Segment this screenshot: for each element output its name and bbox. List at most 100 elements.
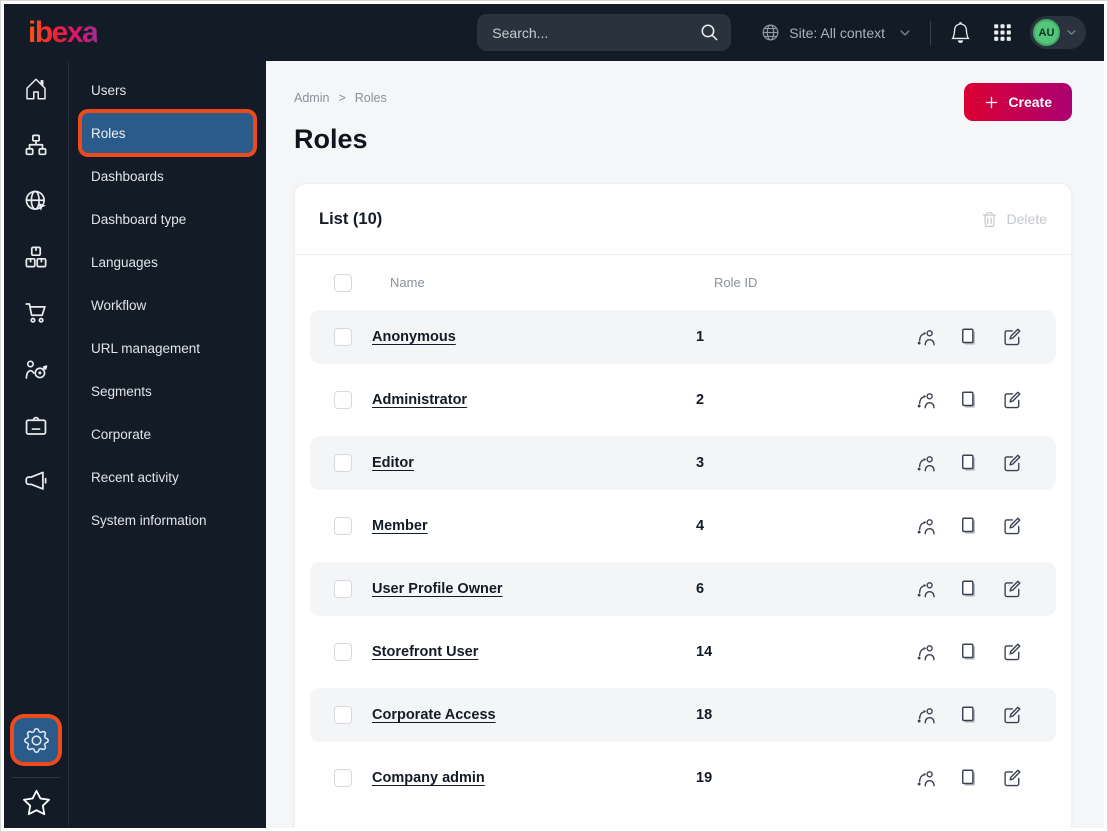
- row-checkbox[interactable]: [334, 706, 352, 724]
- role-link[interactable]: Storefront User: [372, 644, 479, 660]
- sidebar-item-corporate-badge-icon[interactable]: [24, 413, 48, 437]
- row-checkbox[interactable]: [334, 580, 352, 598]
- edit-icon[interactable]: [1002, 327, 1022, 347]
- table-row: Administrator 2: [310, 373, 1056, 427]
- edit-icon[interactable]: [1002, 390, 1022, 410]
- row-actions: [916, 516, 1022, 536]
- row-checkbox[interactable]: [334, 454, 352, 472]
- chevron-down-icon: [899, 27, 911, 39]
- table-body: Anonymous 1 Administrator 2: [295, 310, 1071, 805]
- main-header: Admin > Roles Create: [294, 83, 1072, 121]
- copy-icon[interactable]: [959, 453, 979, 473]
- copy-icon[interactable]: [959, 390, 979, 410]
- edit-icon[interactable]: [1002, 453, 1022, 473]
- copy-icon[interactable]: [959, 768, 979, 788]
- assign-users-icon[interactable]: [916, 579, 936, 599]
- sidebar-item-admin-settings-active[interactable]: [14, 718, 58, 762]
- role-link[interactable]: Company admin: [372, 770, 485, 786]
- sidebar-item-workflow[interactable]: Workflow: [91, 298, 147, 313]
- sidebar-item-system-information[interactable]: System information: [91, 513, 207, 528]
- table-row: Company admin 19: [310, 751, 1056, 805]
- create-button[interactable]: Create: [964, 83, 1072, 121]
- table-row: Corporate Access 18: [310, 688, 1056, 742]
- delete-button-label: Delete: [1006, 211, 1047, 227]
- site-context-selector[interactable]: Site: All context: [761, 23, 911, 42]
- sidebar-item-corporate[interactable]: Corporate: [91, 427, 152, 442]
- bookmarks-star-icon[interactable]: [23, 789, 50, 816]
- app-grid-icon[interactable]: [993, 23, 1012, 42]
- sidebar-item-dashboard-type[interactable]: Dashboard type: [91, 212, 187, 227]
- breadcrumb-item-admin[interactable]: Admin: [294, 91, 330, 105]
- assign-users-icon[interactable]: [916, 642, 936, 662]
- role-link[interactable]: Anonymous: [372, 329, 456, 345]
- role-name-cell: Storefront User: [372, 644, 696, 660]
- role-link[interactable]: Member: [372, 518, 428, 534]
- row-checkbox[interactable]: [334, 769, 352, 787]
- assign-users-icon[interactable]: [916, 390, 936, 410]
- row-checkbox[interactable]: [334, 643, 352, 661]
- user-menu[interactable]: AU: [1030, 16, 1086, 49]
- list-card-header: List (10) Delete: [295, 184, 1071, 254]
- copy-icon[interactable]: [959, 327, 979, 347]
- plus-icon: [984, 95, 999, 110]
- edit-icon[interactable]: [1002, 705, 1022, 725]
- breadcrumb-separator: >: [338, 91, 346, 105]
- edit-icon[interactable]: [1002, 768, 1022, 788]
- roles-list-card: List (10) Delete Name Role ID Anonymou: [294, 183, 1072, 828]
- role-link[interactable]: Editor: [372, 455, 414, 471]
- sidebar-item-recent-activity[interactable]: Recent activity: [91, 470, 179, 485]
- sidebar-item-content-tree-icon[interactable]: [24, 133, 48, 157]
- avatar: AU: [1033, 19, 1060, 46]
- delete-button[interactable]: Delete: [981, 211, 1047, 228]
- copy-icon[interactable]: [959, 642, 979, 662]
- select-all-checkbox[interactable]: [334, 273, 352, 292]
- assign-users-icon[interactable]: [916, 768, 936, 788]
- role-link[interactable]: Corporate Access: [372, 707, 496, 723]
- edit-icon[interactable]: [1002, 642, 1022, 662]
- card-divider: [295, 254, 1071, 255]
- sidebar-item-url-management[interactable]: URL management: [91, 341, 201, 356]
- edit-icon[interactable]: [1002, 579, 1022, 599]
- sidebar-item-products-boxes-icon[interactable]: [24, 245, 48, 269]
- sidebar-item-commerce-cart-icon[interactable]: [24, 301, 48, 325]
- sidebar-item-roles[interactable]: Roles: [82, 113, 253, 153]
- copy-icon[interactable]: [959, 705, 979, 725]
- copy-icon[interactable]: [959, 579, 979, 599]
- role-link[interactable]: User Profile Owner: [372, 581, 503, 597]
- assign-users-icon[interactable]: [916, 327, 936, 347]
- ibexa-admin-app: ibexa Site: All context AU: [4, 4, 1104, 828]
- sidebar-item-languages[interactable]: Languages: [91, 255, 158, 270]
- main-content: Admin > Roles Create Roles List (10) Del…: [266, 61, 1104, 828]
- row-checkbox[interactable]: [334, 391, 352, 409]
- settings-gear-icon: [24, 728, 49, 753]
- role-id-cell: 18: [696, 707, 713, 723]
- row-actions: [916, 579, 1022, 599]
- breadcrumb-item-roles: Roles: [354, 91, 387, 105]
- role-id-cell: 6: [696, 581, 705, 597]
- copy-icon[interactable]: [959, 516, 979, 536]
- sidebar-item-dashboard-home-icon[interactable]: [24, 77, 48, 101]
- role-link[interactable]: Administrator: [372, 392, 468, 408]
- row-actions: [916, 453, 1022, 473]
- sidebar-item-segments[interactable]: Segments: [91, 384, 152, 399]
- assign-users-icon[interactable]: [916, 705, 936, 725]
- row-checkbox[interactable]: [334, 328, 352, 346]
- edit-icon[interactable]: [1002, 516, 1022, 536]
- table-row: User Profile Owner 6: [310, 562, 1056, 616]
- sidebar-item-site-globe-icon[interactable]: [24, 189, 48, 213]
- column-header-name: Name: [390, 275, 425, 290]
- search-input[interactable]: [477, 14, 732, 51]
- search-icon[interactable]: [700, 23, 719, 42]
- sidebar-item-personalization-target-icon[interactable]: [24, 357, 48, 381]
- row-actions: [916, 768, 1022, 788]
- role-name-cell: Company admin: [372, 770, 696, 786]
- role-id-cell: 1: [696, 329, 705, 345]
- sidebar-item-users[interactable]: Users: [91, 83, 127, 98]
- assign-users-icon[interactable]: [916, 453, 936, 473]
- sidebar-item-dashboards[interactable]: Dashboards: [91, 169, 164, 184]
- notifications-bell-icon[interactable]: [950, 22, 971, 43]
- assign-users-icon[interactable]: [916, 516, 936, 536]
- sidebar-item-marketing-megaphone-icon[interactable]: [24, 469, 48, 493]
- row-checkbox[interactable]: [334, 517, 352, 535]
